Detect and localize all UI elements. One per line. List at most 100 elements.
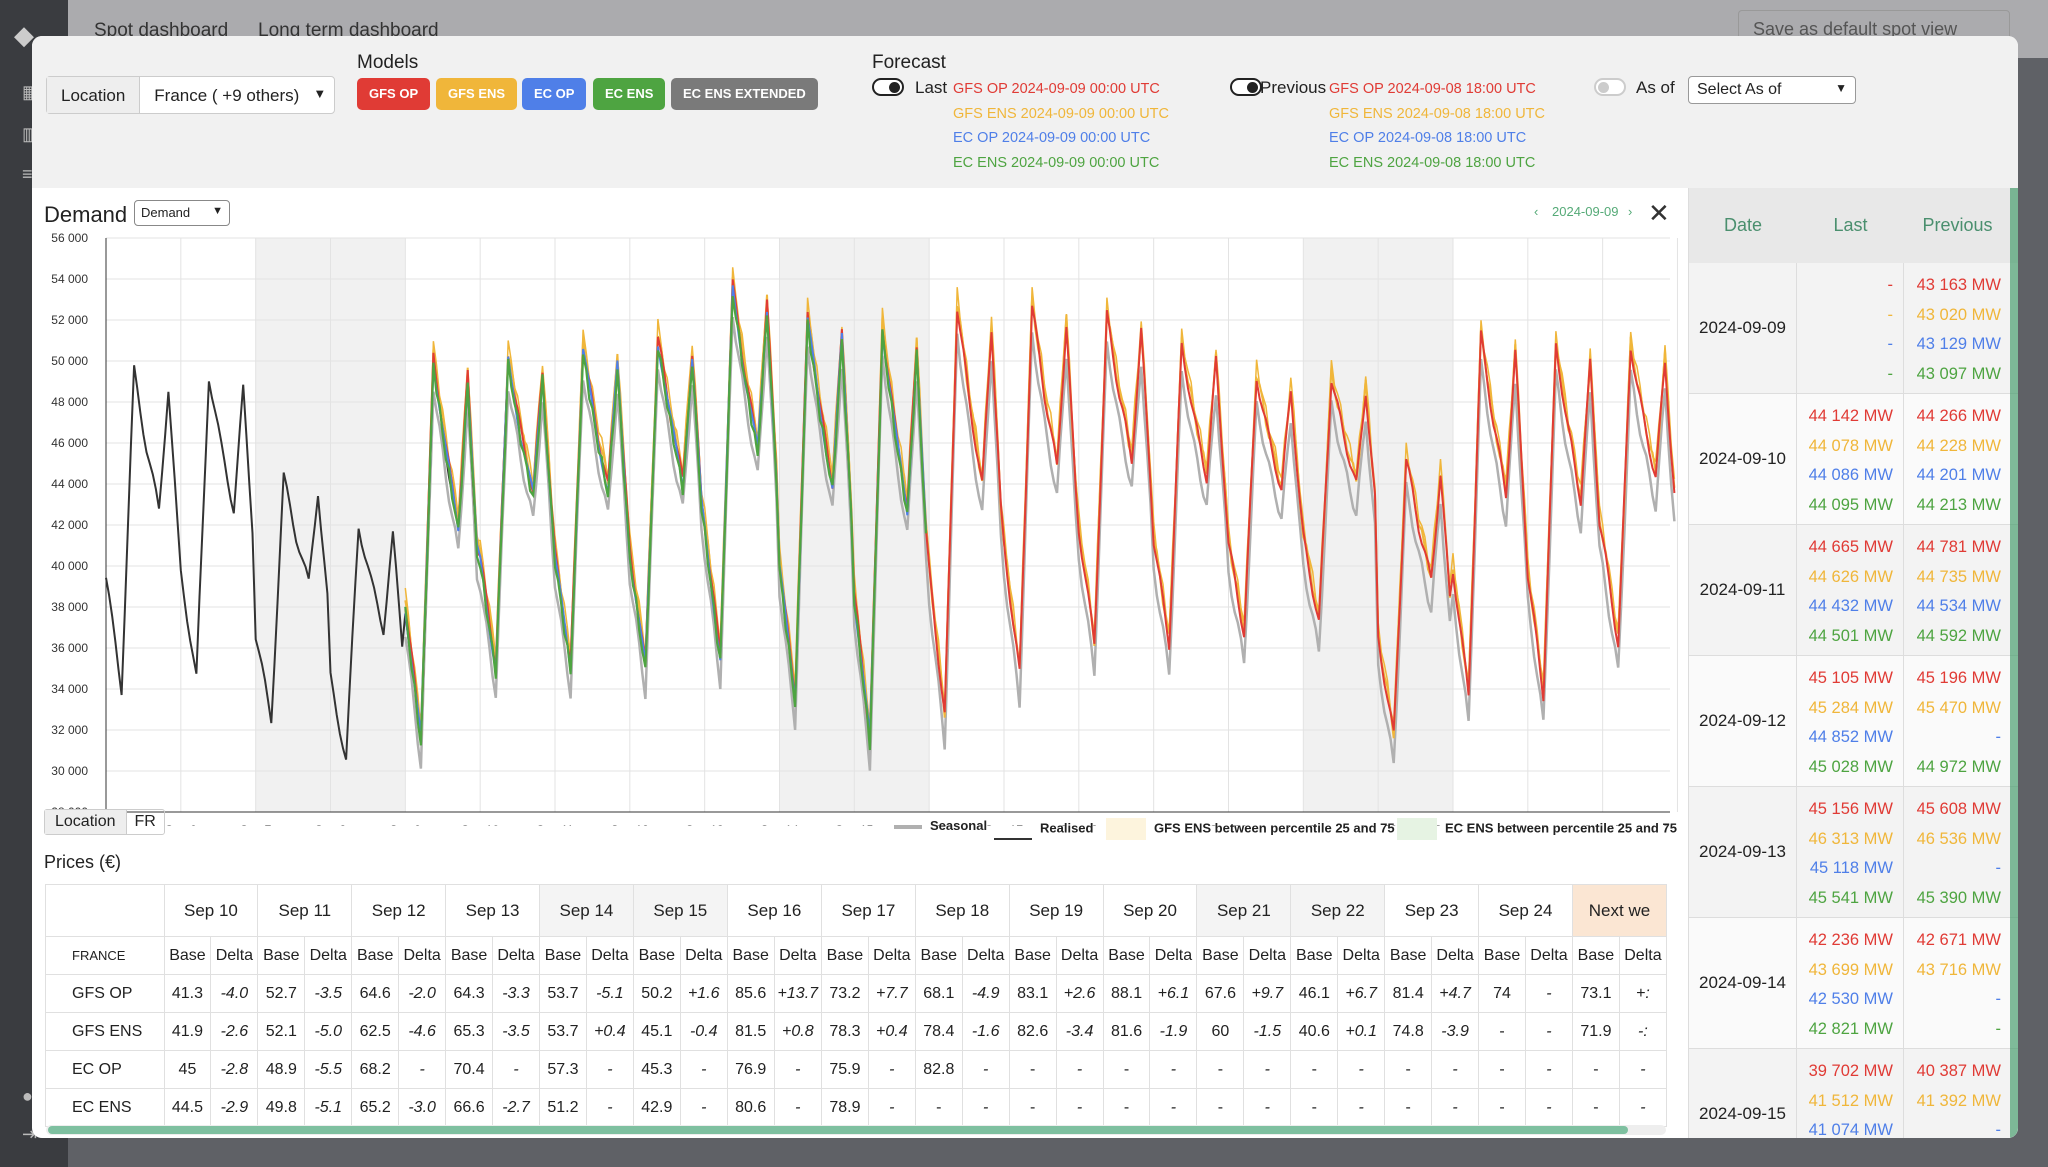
scrollbar-thumb[interactable]	[48, 1126, 1628, 1134]
y-tick-label: 32 000	[51, 723, 88, 737]
chart-type-select[interactable]: Demand ▼	[134, 200, 230, 226]
side-last-value: 45 105 MW	[1808, 669, 1893, 687]
side-scroll-indicator[interactable]	[2010, 188, 2018, 1138]
next-date-icon[interactable]: ›	[1628, 204, 1633, 219]
base-header: Base	[1102, 936, 1151, 975]
side-prev-values: 45 608 MW 46 536 MW - 45 390 MW	[1904, 787, 2011, 917]
chart-location-selector[interactable]: Location FR	[44, 809, 165, 835]
chart-location-value[interactable]: FR	[134, 813, 156, 830]
delta-cell: +4.7	[1431, 974, 1480, 1013]
prices-days-row: Sep 10 Sep 11 Sep 12 Sep 13 Sep 14 Sep 15 Sep …	[45, 884, 1667, 937]
location-value[interactable]: France ( +9 others)	[154, 86, 300, 105]
model-gfs-op-button[interactable]: GFS OP	[357, 78, 431, 110]
asof-toggle[interactable]	[1594, 78, 1626, 96]
side-last-values: - - - -	[1797, 263, 1904, 393]
legend-gfs-ens-band[interactable]: GFS ENS between percentile 25 and 75	[1106, 818, 1395, 840]
prices-table-container[interactable]: Sep 10 Sep 11 Sep 12 Sep 13 Sep 14 Sep 15 Sep …	[45, 884, 1667, 1134]
tab-spot-dashboard[interactable]: Spot dashboard	[94, 20, 229, 41]
model-ec-ens-button[interactable]: EC ENS	[593, 78, 666, 110]
list-icon[interactable]: ≡	[22, 164, 33, 184]
base-cell: 78.3	[820, 1012, 869, 1051]
delta-header: Delta	[867, 936, 916, 975]
prev-date-icon[interactable]: ‹	[1534, 204, 1539, 219]
side-table-row: 2024-09-15 39 702 MW 41 512 MW 41 074 MW 40…	[1689, 1049, 2018, 1138]
x-tick-label: Sep 11	[536, 823, 573, 826]
gfs-ens-p75-line	[404, 267, 1676, 731]
base-cell: 49.8	[257, 1088, 306, 1127]
delta-cell: +13.7	[773, 974, 822, 1013]
day-header: Sep 11	[257, 884, 353, 937]
prices-title: Prices (€)	[44, 852, 122, 872]
side-prev-values: 45 196 MW 45 470 MW - 44 972 MW	[1904, 656, 2011, 786]
delta-cell: -5.0	[304, 1012, 353, 1051]
delta-cell: -3.5	[492, 1012, 540, 1051]
prices-scrollbar[interactable]	[46, 1125, 1666, 1135]
previous-toggle[interactable]	[1230, 78, 1262, 96]
side-prev-value: 44 266 MW	[1916, 407, 2001, 425]
base-cell: -	[1008, 1088, 1057, 1127]
side-last-value: 44 086 MW	[1808, 466, 1893, 484]
side-last-value: 41 512 MW	[1808, 1091, 1893, 1110]
delta-header: Delta	[1431, 936, 1480, 975]
base-cell: 81.5	[726, 1012, 775, 1051]
side-last-value: 44 626 MW	[1808, 567, 1893, 586]
close-icon[interactable]: ✕	[1648, 198, 1670, 228]
delta-cell: -	[1524, 1012, 1573, 1051]
base-header: Base	[1290, 936, 1339, 975]
side-prev-values: 44 781 MW 44 735 MW 44 534 MW 44 592 MW	[1904, 525, 2011, 655]
last-toggle[interactable]	[872, 78, 904, 96]
asof-select[interactable]: Select As of ▼	[1688, 76, 1856, 104]
y-tick-label: 48 000	[51, 395, 88, 409]
location-selector[interactable]: Location France ( +9 others) ▼	[46, 76, 336, 114]
y-tick-label: 40 000	[51, 559, 88, 573]
model-ec-ens-extended-button[interactable]: EC ENS EXTENDED	[671, 78, 818, 110]
delta-cell: -	[1149, 1088, 1198, 1127]
legend-realised[interactable]: Realised	[994, 818, 1093, 840]
chart-location-label: Location	[45, 810, 127, 834]
base-header: Base	[632, 936, 681, 975]
prices-row: EC OP 45 -2.8 48.9 -5.5 68.2-70.4-57.3-45.3-7…	[45, 1050, 1667, 1089]
delta-cell: -2.8	[210, 1050, 259, 1089]
side-prev-value: -	[1995, 1019, 2002, 1038]
side-prev-values: 40 387 MW 41 392 MW -	[1904, 1049, 2011, 1138]
delta-cell: -	[1618, 1088, 1667, 1127]
y-tick-label: 44 000	[51, 477, 88, 491]
base-header: Base	[257, 936, 306, 975]
side-last-values: 45 156 MW 46 313 MW 45 118 MW 45 541 MW	[1797, 787, 1904, 917]
legend-realised-swatch	[994, 818, 1032, 840]
forecast-side-table: Date Last Previous 2024-09-09- - - -43 163 …	[1688, 188, 2018, 1138]
model-ec-op-button[interactable]: EC OP	[522, 78, 587, 110]
y-tick-label: 46 000	[51, 436, 88, 450]
base-cell: 45.1	[632, 1012, 681, 1051]
region-label: FRANCE	[45, 936, 165, 975]
base-cell: 62.5	[351, 1012, 400, 1051]
delta-cell: -5.1	[304, 1088, 353, 1127]
delta-cell: -5.1	[585, 974, 634, 1013]
delta-cell: -2.0	[398, 974, 447, 1013]
x-tick-label: Sep 19	[1135, 823, 1173, 826]
prev-run-ec-op: EC OP 2024-09-08 18:00 UTC	[1329, 130, 1527, 146]
side-prev-value: 44 534 MW	[1916, 597, 2001, 615]
y-tick-label: 54 000	[51, 272, 88, 286]
delta-header: Delta	[961, 936, 1010, 975]
user-icon[interactable]: ●	[22, 1086, 33, 1106]
y-tick-label: 52 000	[51, 313, 88, 327]
delta-cell: -	[1243, 1088, 1292, 1127]
delta-cell: -	[585, 1088, 634, 1127]
delta-cell: -	[1149, 1050, 1198, 1089]
base-header: Base	[1384, 936, 1433, 975]
base-header: Base	[539, 936, 587, 975]
legend-seasonal[interactable]: Seasonal	[894, 818, 987, 833]
side-header-date: Date	[1723, 215, 1763, 235]
side-prev-value: 43 163 MW	[1916, 276, 2001, 294]
row-label: EC OP	[45, 1050, 165, 1089]
base-header: Base	[726, 936, 775, 975]
legend-ec-ens-band[interactable]: EC ENS between percentile 25 and 75	[1397, 818, 1677, 840]
side-prev-value: 45 608 MW	[1916, 800, 2001, 818]
x-tick-label: Sep 9	[390, 823, 422, 826]
side-table-row: 2024-09-13 45 156 MW 46 313 MW 45 118 MW 45 …	[1689, 787, 2018, 918]
tab-long-term-dashboard[interactable]: Long term dashboard	[258, 20, 439, 41]
model-gfs-ens-button[interactable]: GFS ENS	[436, 78, 518, 110]
base-header: Base	[445, 936, 494, 975]
day-header: Sep 22	[1290, 884, 1386, 937]
